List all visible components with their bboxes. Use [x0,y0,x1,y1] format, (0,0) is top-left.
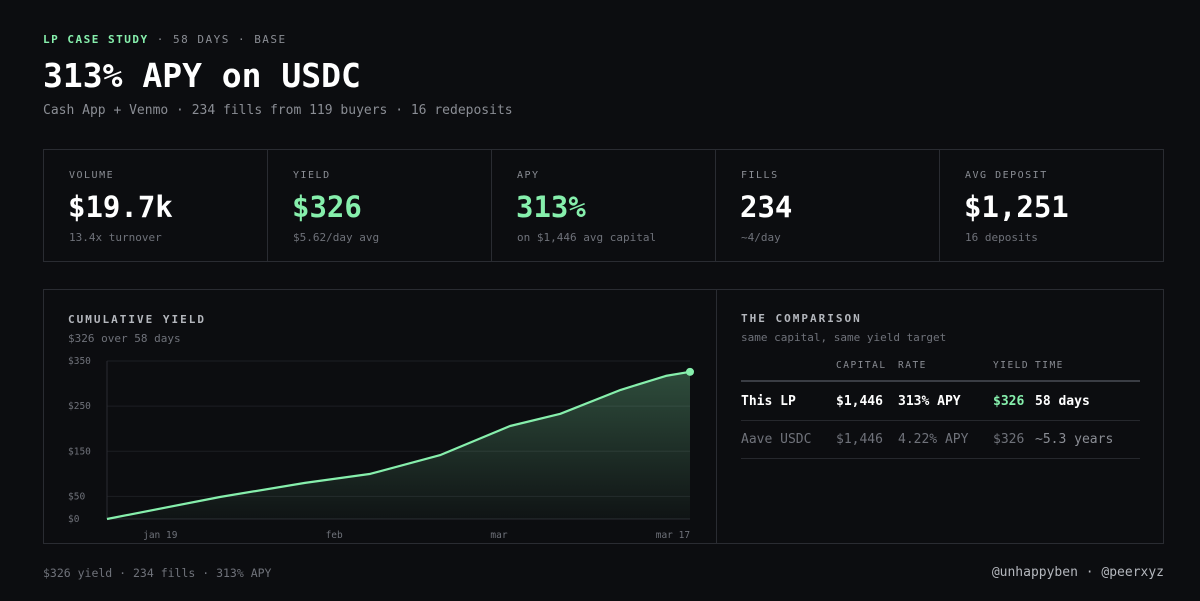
eyebrow-tag: LP CASE STUDY [43,33,149,46]
stat-note: on $1,446 avg capital [517,231,657,244]
comparison-subtitle: same capital, same yield target [741,331,947,344]
eyebrow-meta: · 58 DAYS · BASE [156,33,287,46]
divider [716,289,717,544]
column-header: YIELD [993,360,1030,371]
stat-label: APY [517,170,540,181]
cell-value: $326 [993,432,1025,447]
rule [741,458,1140,459]
stats-row: VOLUME $19.7k 13.4x turnover YIELD $326 $5.62… [43,149,1164,262]
footer-left: $326 yield · 234 fills · 313% APY [43,566,272,580]
stat-note: ~4/day [741,231,781,244]
stat-label: VOLUME [69,170,115,181]
y-tick-label: $150 [68,446,91,457]
cell-value: $326 [993,394,1025,409]
y-tick-label: $0 [68,514,80,525]
line [106,370,691,521]
column-header: RATE [898,360,927,371]
area [107,371,690,519]
x-tick-label: jan 19 [143,530,178,541]
stat-label: AVG DEPOSIT [965,170,1048,181]
stat-note: 16 deposits [965,231,1038,244]
end-point [686,367,694,376]
stat-card: APY 313% on $1,446 avg capital [492,150,716,261]
stat-card: YIELD $326 $5.62/day avg [268,150,492,261]
y-tick-label: $50 [68,491,85,502]
stat-note: 13.4x turnover [69,231,162,244]
stat-value: $1,251 [964,190,1069,224]
chart-subtitle: $326 over 58 days [68,332,181,345]
cell-value: $1,446 [836,394,883,409]
rule [741,420,1140,421]
x-tick-label: mar [490,530,507,541]
stat-card: AVG DEPOSIT $1,251 16 deposits [940,150,1163,261]
row-label: Aave USDC [741,432,812,447]
x-tick-label: mar 17 [656,530,690,541]
rule [741,380,1140,382]
stat-value: 234 [740,190,793,224]
comparison-title: THE COMPARISON [741,312,862,325]
panel [43,289,1164,544]
stat-value: $19.7k [68,190,173,224]
stat-card: VOLUME $19.7k 13.4x turnover [44,150,268,261]
chart-title: CUMULATIVE YIELD [68,313,206,326]
stat-value: 313% [516,190,586,224]
eyebrow: LP CASE STUDY · 58 DAYS · BASE [43,33,287,46]
cell-value: 58 days [1035,394,1090,409]
row-label: This LP [741,394,796,409]
title: 313% APY on USDC [43,56,361,95]
cell-value: 313% APY [898,394,961,409]
stat-label: YIELD [293,170,331,181]
stat-card: FILLS 234 ~4/day [716,150,940,261]
footer-right: @unhappyben · @peerxyz [991,565,1164,580]
stat-label: FILLS [741,170,779,181]
cell-value: $1,446 [836,432,883,447]
x-tick-label: feb [326,530,343,541]
column-header: TIME [1035,360,1064,371]
cell-value: ~5.3 years [1035,432,1114,447]
stat-note: $5.62/day avg [293,231,380,244]
y-tick-label: $350 [68,356,91,367]
y-tick-label: $250 [68,401,91,412]
cell-value: 4.22% APY [898,432,969,447]
subtitle: Cash App + Venmo · 234 fills from 119 bu… [43,103,513,118]
column-header: CAPITAL [836,360,887,371]
stat-value: $326 [292,190,362,224]
